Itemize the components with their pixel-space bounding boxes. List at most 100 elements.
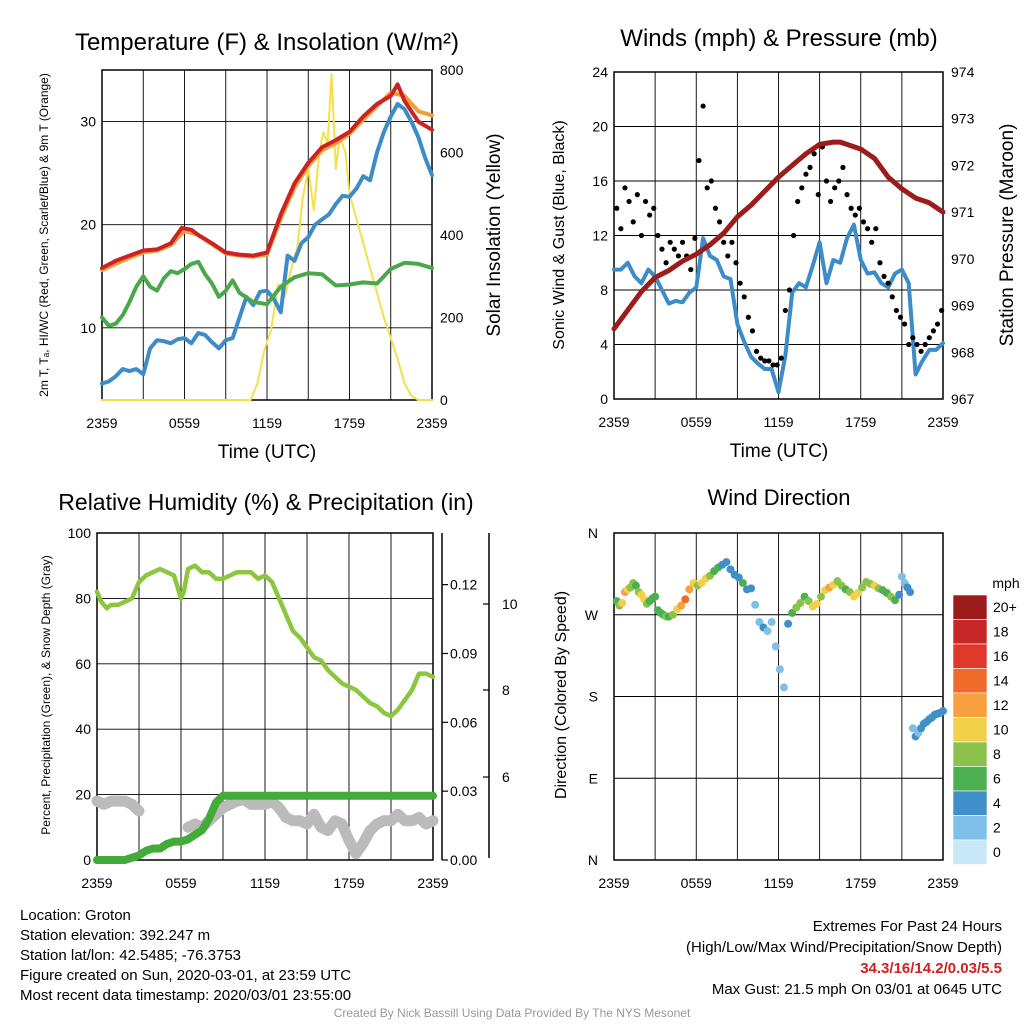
- gust-point: [688, 266, 694, 273]
- direction-point: [681, 595, 690, 604]
- gust-point: [721, 239, 727, 245]
- direction-point: [755, 618, 764, 627]
- y-tick-label: 12: [592, 228, 608, 244]
- gust-point: [663, 260, 669, 266]
- gust-point: [807, 164, 813, 170]
- gust-point: [906, 341, 912, 348]
- y-tick-label: N: [588, 525, 598, 541]
- x-axis-label: Time (UTC): [730, 441, 829, 462]
- y-tick-label: 24: [592, 64, 608, 80]
- gust-point: [786, 287, 793, 293]
- gust-point: [889, 294, 895, 300]
- direction-point: [763, 627, 772, 636]
- gust-point: [790, 232, 797, 239]
- y-tick-label: 20: [80, 217, 96, 233]
- extremes-box: Extremes For Past 24 Hours (High/Low/Max…: [686, 916, 1002, 1000]
- y-tick-label-right: 973: [951, 111, 975, 127]
- gust-point: [712, 205, 719, 211]
- gust-point: [774, 362, 780, 368]
- gust-point: [704, 185, 710, 191]
- gust-point: [758, 355, 764, 361]
- x-tick-label: 1159: [763, 414, 793, 430]
- gust-point: [922, 341, 928, 348]
- gust-point: [811, 151, 817, 157]
- gust-point: [832, 185, 838, 191]
- direction-point: [804, 597, 813, 606]
- y-tick-label-precip: 0.12: [450, 577, 477, 593]
- direction-point: [812, 599, 821, 608]
- gust-point: [729, 239, 735, 245]
- gust-point: [815, 192, 821, 198]
- colorbar-swatch: [952, 790, 988, 816]
- x-tick-label: 1759: [333, 875, 364, 891]
- x-tick-label: 2359: [81, 875, 112, 891]
- direction-point: [771, 642, 780, 651]
- x-tick-label: 1159: [250, 875, 280, 891]
- y-tick-label: 20: [75, 787, 91, 803]
- gust-point: [852, 212, 858, 218]
- y-tick-label: 8: [600, 282, 608, 298]
- direction-point: [895, 590, 904, 599]
- gust-point: [795, 198, 801, 205]
- direction-point: [726, 565, 735, 574]
- gust-point: [840, 164, 846, 170]
- x-tick-label: 2359: [86, 415, 117, 431]
- y-tick-label: 10: [80, 320, 96, 336]
- gust-point: [634, 192, 640, 198]
- gust-point: [881, 273, 887, 279]
- gust-point: [626, 198, 632, 205]
- y-tick-label: 16: [592, 173, 608, 189]
- figure-created: Figure created on Sun, 2020-03-01, at 23…: [20, 967, 352, 984]
- direction-point: [816, 592, 825, 601]
- gust-point: [873, 226, 879, 232]
- y-tick-label: 60: [75, 656, 91, 672]
- x-tick-label: 2359: [416, 415, 447, 431]
- y-tick-label-snow: 10: [502, 596, 518, 612]
- direction-point: [651, 592, 660, 601]
- colorbar-title: mph: [992, 575, 1019, 591]
- colorbar-label: 8: [993, 746, 1001, 762]
- y-tick-label-right: 968: [951, 344, 975, 360]
- gust-point: [655, 232, 661, 239]
- station-latlon: Station lat/lon: 42.5485; -76.3753: [20, 947, 242, 964]
- series-line-sonic-wind: [612, 222, 945, 395]
- recent-timestamp: Most recent data timestamp: 2020/03/01 2…: [20, 987, 352, 1004]
- gust-point: [918, 348, 924, 354]
- y-tick-label: E: [589, 770, 598, 786]
- gust-point: [885, 280, 891, 286]
- chart-title: Temperature (F) & Insolation (W/m²): [75, 29, 459, 56]
- x-tick-label: 2359: [927, 414, 958, 430]
- plot-frame: [613, 532, 944, 861]
- gust-point: [856, 205, 862, 211]
- colorbar-swatch: [952, 619, 988, 645]
- colorbar-swatch: [952, 668, 988, 694]
- y-tick-label: W: [585, 607, 599, 623]
- x-tick-label: 0559: [681, 875, 712, 891]
- colorbar-swatch: [952, 839, 988, 865]
- y-tick-label-right: 600: [440, 145, 464, 161]
- series-line-hi-wc: [100, 102, 434, 386]
- direction-point: [779, 683, 788, 692]
- gust-point: [753, 348, 760, 354]
- speed-colorbar: mph 20+ 18 16 14 12 10 8 6 4 2 0: [952, 575, 1020, 865]
- colorbar-swatch: [952, 815, 988, 841]
- gust-point: [671, 246, 677, 252]
- gust-point: [762, 358, 768, 364]
- y-tick-label: 30: [80, 114, 96, 130]
- gust-point: [696, 157, 702, 164]
- y-tick-label-right: 400: [440, 227, 464, 243]
- colorbar-label: 10: [993, 722, 1009, 738]
- y-tick-label-right: 974: [951, 64, 975, 80]
- y-tick-label: 40: [75, 721, 91, 737]
- gust-point: [618, 226, 624, 232]
- y-tick-label: 100: [68, 525, 92, 541]
- y-tick-label: 80: [75, 590, 91, 606]
- colorbar-swatch: [952, 594, 988, 620]
- colorbar-label: 12: [993, 697, 1009, 713]
- y-tick-label: S: [589, 689, 598, 705]
- x-axis-label: Time (UTC): [218, 442, 317, 463]
- chart-title: Relative Humidity (%) & Precipitation (i…: [58, 489, 473, 515]
- plot-frame: [613, 71, 944, 400]
- chart-title: Winds (mph) & Pressure (mb): [620, 25, 937, 52]
- gust-point: [848, 205, 854, 211]
